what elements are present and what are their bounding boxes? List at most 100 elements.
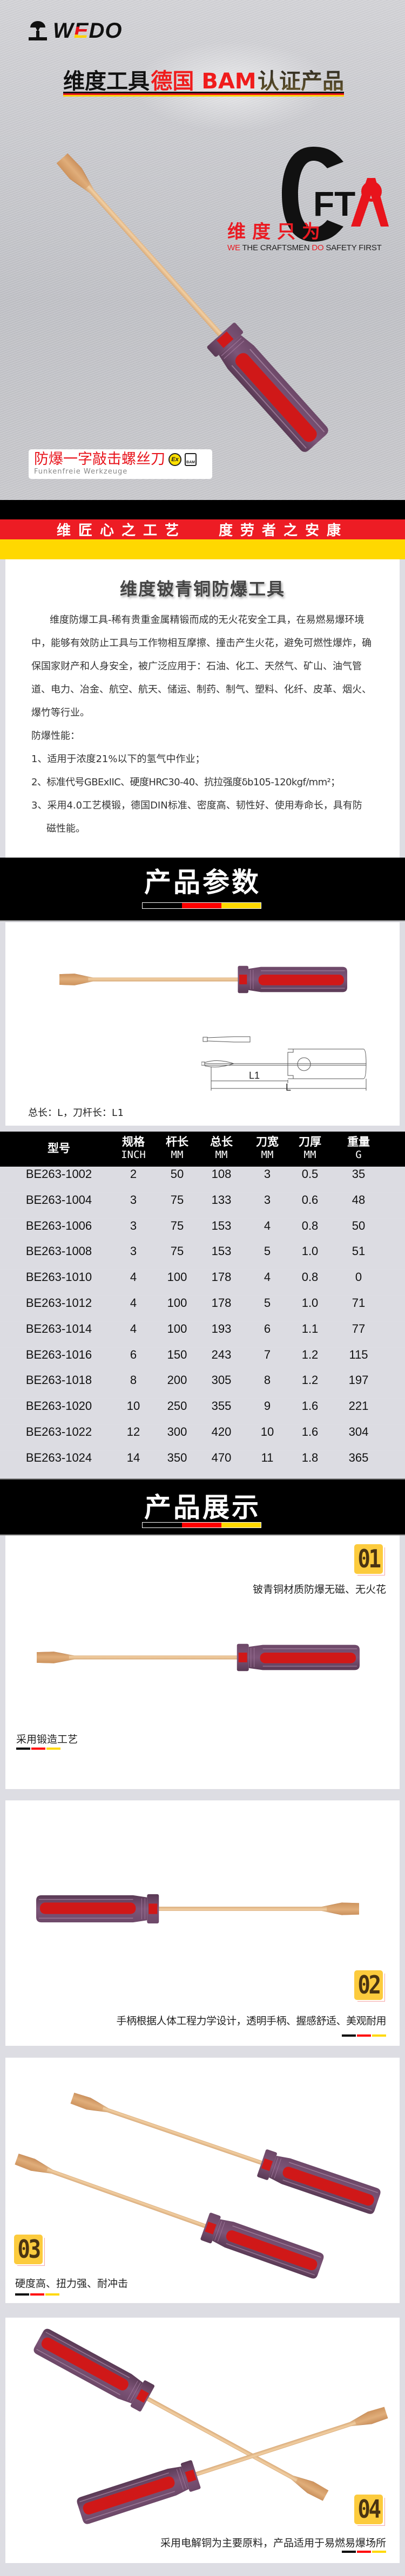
table-cell: 300 (167, 1425, 187, 1438)
table-cell: 365 (348, 1450, 369, 1464)
motto-right: 度劳者之安康 (219, 523, 349, 539)
svg-text:FT: FT (313, 184, 355, 223)
table-cell: 350 (167, 1450, 187, 1464)
flag-mini-bar (342, 2551, 387, 2553)
table-row: BE263-1012 4 100 178 5 1.0 71 (0, 1296, 405, 1321)
column-header: 刀厚 MM (299, 1135, 321, 1161)
table-cell: 35 (352, 1167, 366, 1181)
table-cell: 1.6 (301, 1399, 319, 1413)
table-cell: 0.8 (301, 1218, 319, 1232)
intro-card (5, 559, 400, 858)
wedo-emblem-icon (29, 21, 47, 40)
feature-text: 手柄根据人体工程力学设计，透明手柄、握感舒适、美观耐用 (116, 2015, 386, 2027)
hero-banner: WEDO 维度工具 德国 BAM 认证产品 FT 维度只为 WE THE CRA… (0, 0, 405, 500)
table-cell: BE263-1018 (25, 1373, 92, 1387)
table-cell: 1.0 (301, 1244, 319, 1258)
svg-text:L1: L1 (249, 1070, 260, 1081)
table-cell: 221 (348, 1399, 369, 1413)
feature-text: 铍青铜材质防爆无磁、无火花 (252, 1584, 386, 1595)
headline-part3: 认证产品 (258, 64, 344, 95)
feature-text: 硬度高、扭力强、耐冲击 (15, 2278, 129, 2290)
screwdriver-image (68, 2084, 383, 2217)
feature-subtext: 采用锻造工艺 (16, 1734, 78, 1745)
flag-bar (142, 1522, 261, 1528)
screwdriver-image (11, 2145, 326, 2282)
table-cell: 71 (352, 1296, 366, 1310)
screwdriver-image (75, 2397, 391, 2527)
table-cell: 420 (211, 1425, 232, 1438)
performance-heading: 防爆性能： (31, 730, 80, 742)
table-cell: 75 (170, 1244, 184, 1258)
wedo-logo: WEDO (27, 19, 122, 43)
params-section-title: 产品参数 (144, 867, 261, 898)
hero-headline: 维度工具 德国 BAM 认证产品 (63, 64, 344, 95)
table-cell: 75 (170, 1193, 184, 1207)
performance-item: 3、采用4.0工艺模锻，德国DIN标准、密度高、韧性好、使用寿命长，具有防磁性能… (31, 800, 362, 834)
feature-number-badge: 01 (354, 1544, 385, 1575)
table-cell: 100 (167, 1270, 187, 1284)
table-cell: 50 (352, 1218, 366, 1232)
table-cell: 6 (130, 1347, 137, 1361)
table-cell: BE263-1006 (25, 1218, 92, 1232)
product-subtitle: Funkenfreie Werkzeuge (34, 468, 128, 476)
flag-mini-bar (16, 1748, 62, 1750)
table-cell: 3 (264, 1167, 271, 1181)
table-cell: 178 (211, 1296, 232, 1310)
table-cell: 243 (211, 1347, 232, 1361)
table-cell: 200 (167, 1373, 187, 1387)
performance-item: 1、适用于浓度21%以下的氢气中作业； (31, 753, 205, 765)
table-cell: 4 (130, 1296, 137, 1310)
table-cell: 150 (167, 1347, 187, 1361)
headline-part2: 德国 BAM (151, 69, 256, 94)
feature-number-badge: 02 (354, 1970, 385, 2002)
table-row: BE263-1024 14 350 470 11 1.8 365 (0, 1450, 405, 1476)
table-cell: 100 (167, 1321, 187, 1335)
table-cell: 2 (130, 1167, 137, 1181)
product-label: 防爆一字敲击螺丝刀 Ex BAM Funkenfreie Werkzeuge (29, 449, 212, 479)
flag-red-band (0, 519, 405, 539)
table-cell: 14 (126, 1450, 140, 1464)
bam-certification-icon: BAM (185, 453, 197, 466)
column-header: 总长 MM (210, 1135, 233, 1161)
column-header: 规格 INCH (121, 1135, 146, 1161)
table-row: BE263-1022 12 300 420 10 1.6 304 (0, 1425, 405, 1450)
table-cell: 9 (264, 1399, 271, 1413)
flag-bar (142, 902, 261, 909)
table-cell: 133 (211, 1193, 232, 1207)
table-cell: 1.0 (301, 1296, 319, 1310)
table-cell: BE263-1020 (25, 1399, 92, 1413)
screwdriver-side-image (59, 965, 347, 994)
cft-logo: FT (282, 147, 389, 242)
table-cell: 4 (264, 1218, 271, 1232)
feature-number-badge: 03 (14, 2235, 45, 2266)
table-cell: 4 (130, 1270, 137, 1284)
flag-mini-bar (15, 2293, 60, 2296)
flag-underline (63, 92, 344, 97)
flag-mini-bar (342, 2034, 387, 2037)
feature-number-badge: 04 (354, 2495, 385, 2526)
table-cell: 11 (261, 1450, 274, 1464)
table-cell: 77 (352, 1321, 366, 1335)
table-cell: 48 (352, 1193, 366, 1207)
column-header: 型号 (48, 1142, 70, 1155)
table-cell: 75 (170, 1218, 184, 1232)
table-cell: BE263-1010 (25, 1270, 92, 1284)
table-cell: 193 (211, 1321, 232, 1335)
table-cell: 304 (348, 1425, 369, 1438)
table-cell: BE263-1022 (25, 1425, 92, 1438)
spec-table-header: 型号 规格 INCH 杆长 MM 总长 MM 刀宽 MM 刀厚 MM 重量 G (0, 1132, 405, 1167)
table-row: BE263-1018 8 200 305 8 1.2 197 (0, 1373, 405, 1399)
table-cell: BE263-1024 (25, 1450, 92, 1464)
hero-screwdriver-image (47, 145, 333, 456)
slogan-en: WE THE CRAFTSMEN DO SAFETY FIRST (227, 243, 382, 252)
dimension-diagram: L1 L (201, 1036, 367, 1091)
table-cell: 3 (264, 1193, 271, 1207)
screwdriver-image (31, 2325, 333, 2510)
feature-text: 采用电解铜为主要原料，产品适用于易燃易爆场所 (160, 2537, 386, 2549)
table-cell: 8 (130, 1373, 137, 1387)
table-cell: 305 (211, 1373, 232, 1387)
slogan-cn: 维度只为 (227, 221, 327, 243)
table-row: BE263-1016 6 150 243 7 1.2 115 (0, 1347, 405, 1373)
table-cell: 8 (264, 1373, 271, 1387)
table-cell: 4 (264, 1270, 271, 1284)
